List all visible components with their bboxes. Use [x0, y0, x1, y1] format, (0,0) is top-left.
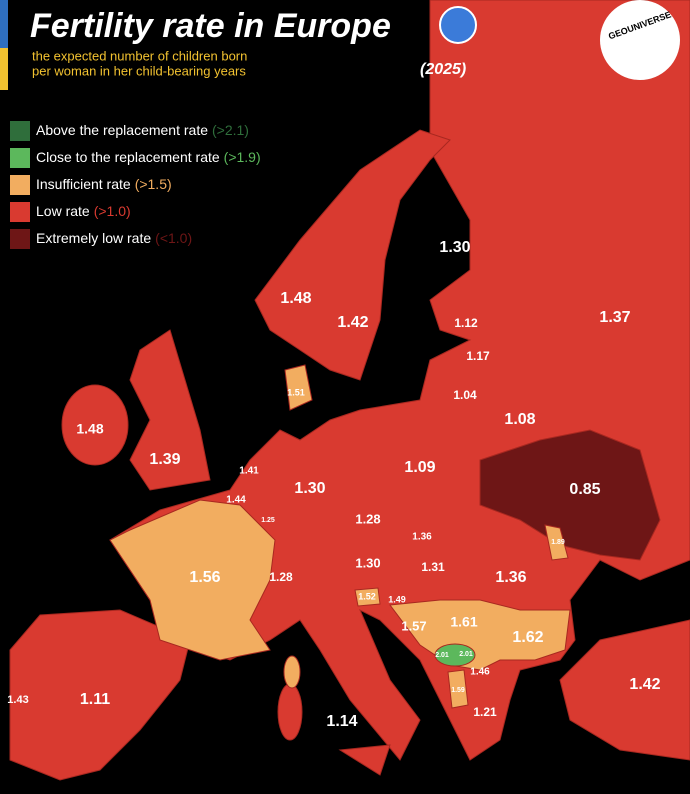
value-labels: 1.30 1.48 1.42 1.12 1.37 1.17 1.04 1.51 1.08 1.48…	[7, 239, 660, 730]
legend-label: Insufficient rate (>1.5)	[36, 176, 172, 192]
country-value: 1.30	[294, 480, 325, 497]
country-value: 1.30	[355, 555, 380, 570]
country-value: 1.28	[355, 511, 380, 526]
legend-swatch	[10, 121, 30, 141]
country-value: 1.56	[189, 569, 220, 586]
country-value: 1.25	[261, 517, 275, 524]
country-value: 1.09	[404, 459, 435, 476]
country-value: 1.08	[504, 411, 535, 428]
country-value: 2.01	[459, 651, 473, 658]
country-value: 1.39	[149, 451, 180, 468]
kosovo-montenegro	[434, 643, 476, 667]
moldova	[544, 524, 569, 561]
legend-label: Low rate (>1.0)	[36, 203, 131, 219]
legend-label: Above the replacement rate (>2.1)	[36, 122, 249, 138]
country-value: 1.21	[473, 705, 497, 719]
legend-swatch	[10, 148, 30, 168]
ireland	[61, 384, 129, 466]
country-value: 1.46	[470, 667, 490, 678]
country-value: 1.37	[599, 309, 630, 326]
country-value: 1.11	[80, 691, 110, 708]
legend-threshold: (>2.1)	[212, 122, 249, 138]
legend-text: Insufficient rate	[36, 176, 131, 192]
country-value: 1.04	[453, 388, 477, 402]
country-value: 1.52	[358, 591, 376, 601]
turkey	[559, 619, 690, 761]
legend-threshold: (>1.9)	[224, 149, 261, 165]
country-value: 1.30	[439, 239, 470, 256]
country-value: 1.57	[401, 618, 426, 633]
slovenia	[354, 587, 381, 607]
legend-text: Above the replacement rate	[36, 122, 208, 138]
country-value: 1.49	[388, 594, 406, 604]
scandinavia	[254, 129, 451, 381]
legend-swatch	[10, 202, 30, 222]
year: (2025)	[420, 61, 466, 78]
country-value: 1.42	[629, 676, 660, 693]
denmark	[284, 364, 313, 411]
country-value: 1.36	[495, 569, 526, 586]
country-value: 1.61	[450, 614, 477, 630]
legend-label: Extremely low rate (<1.0)	[36, 230, 192, 246]
country-value: 1.48	[280, 290, 311, 307]
legend-label: Close to the replacement rate (>1.9)	[36, 149, 261, 165]
country-value: 1.12	[454, 316, 478, 330]
country-value: 1.43	[7, 694, 28, 706]
country-value: 1.28	[269, 570, 293, 584]
flag-yellow	[0, 48, 8, 90]
title: Fertility rate in Europe	[30, 7, 391, 45]
legend-threshold: (<1.0)	[155, 230, 192, 246]
ukraine	[479, 429, 661, 561]
phone-icon	[439, 6, 477, 44]
legend: Above the replacement rate (>2.1) Close to…	[10, 121, 261, 249]
country-value: 1.59	[451, 687, 465, 694]
flag-blue	[0, 0, 8, 48]
iberia	[9, 609, 191, 781]
country-value: 1.48	[76, 421, 103, 437]
legend-threshold: (>1.0)	[94, 203, 131, 219]
country-value: 0.85	[569, 481, 600, 498]
corsica	[283, 655, 301, 689]
country-value: 1.31	[421, 560, 445, 574]
country-value: 2.01	[435, 652, 449, 659]
france	[109, 499, 276, 661]
legend-text: Low rate	[36, 203, 90, 219]
legend-swatch	[10, 175, 30, 195]
subtitle: per woman in her child-bearing years	[32, 63, 246, 78]
subtitle: the expected number of children born	[32, 48, 247, 63]
country-value: 1.62	[512, 629, 543, 646]
country-value: 1.36	[412, 532, 432, 543]
country-value: 1.89	[551, 539, 565, 546]
legend-swatch	[10, 229, 30, 249]
country-value: 1.14	[326, 713, 357, 730]
legend-text: Close to the replacement rate	[36, 149, 220, 165]
britain	[129, 329, 211, 491]
brand-badge	[600, 0, 680, 80]
country-value: 1.42	[337, 314, 368, 331]
country-value: 1.41	[239, 466, 259, 477]
country-value: 1.51	[287, 387, 305, 397]
sardinia	[277, 683, 303, 741]
categories	[109, 364, 661, 709]
albania	[447, 669, 469, 709]
legend-text: Extremely low rate	[36, 230, 151, 246]
country-value: 1.17	[466, 349, 490, 363]
sicily	[338, 744, 391, 776]
country-value: 1.44	[226, 495, 246, 506]
legend-threshold: (>1.5)	[135, 176, 172, 192]
